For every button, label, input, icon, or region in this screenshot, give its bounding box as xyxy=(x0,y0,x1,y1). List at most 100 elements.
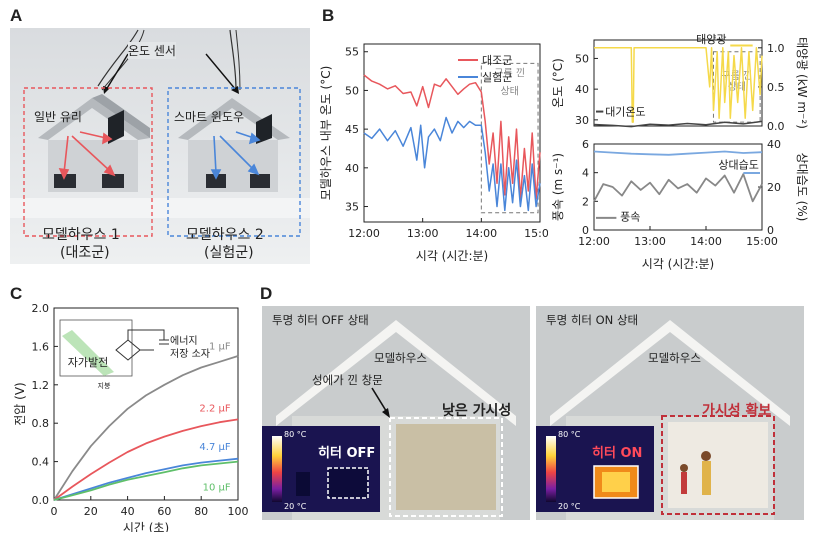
inset-wires xyxy=(127,329,169,351)
air-temp-line xyxy=(593,120,763,128)
panel-label-a: A xyxy=(10,6,23,25)
y2-tick-label: 0.5 xyxy=(767,81,785,94)
y-tick-label: 2 xyxy=(582,195,589,208)
chart-b-left: 35 40 45 50 55 12:00 13:00 14:00 15:00 구름 낀상태 대조군실… xyxy=(319,43,548,263)
heater-on-label: 히터 ON xyxy=(592,446,643,461)
visibility-secured-label: 가시성 확보 xyxy=(702,403,772,419)
y-axis-title: 전압 (V) xyxy=(13,382,27,425)
y-tick-label: 50 xyxy=(575,52,589,65)
frost-label: 성에가 낀 창문 xyxy=(312,373,383,387)
model-house-illustration xyxy=(10,28,310,264)
x-axis-title: 시간 (초) xyxy=(123,521,169,532)
scale-bottom-right: 20 °C xyxy=(558,502,581,511)
sensor-pointer-right xyxy=(205,53,237,91)
house2-name: 모델하우스 2 xyxy=(186,227,264,243)
panel-label-c: C xyxy=(10,284,23,303)
x-axis-title: 시각 (시간:분) xyxy=(642,257,714,271)
y2-tick-label: 0.0 xyxy=(767,120,785,133)
house1-name: 모델하우스 1 xyxy=(42,227,120,243)
series-label-0: 1 μF xyxy=(209,341,231,352)
control-arrows xyxy=(58,131,116,180)
y-axis-title: 모델하우스 내부 온도 (°C) xyxy=(319,66,333,201)
inset-label-roof: 지붕 xyxy=(98,381,111,390)
x-tick-label: 15:00 xyxy=(746,235,778,248)
y2-tick-label: 20 xyxy=(767,181,781,194)
experiment-arrows xyxy=(210,131,261,180)
plot-frame xyxy=(53,307,239,501)
y-tick-label: 0 xyxy=(582,224,589,237)
legend-label: 실험군 xyxy=(482,71,512,84)
x-tick-label: 100 xyxy=(228,505,249,518)
x-tick-label: 14:00 xyxy=(690,235,722,248)
sensor-pointer-left xyxy=(105,53,129,91)
wind-label: 풍속 xyxy=(620,211,640,224)
x-tick-label: 12:00 xyxy=(348,227,380,240)
y-tick-label: 35 xyxy=(345,201,359,214)
air-temp-label: 대기온도 xyxy=(605,106,645,119)
scale-top-right: 80 °C xyxy=(558,430,581,439)
heater-off-title: 투명 히터 OFF 상태 xyxy=(272,313,369,327)
y-tick-label: 55 xyxy=(345,46,359,59)
x-tick-label: 13:00 xyxy=(407,227,439,240)
inset-rectifier xyxy=(115,339,141,361)
house1-sub: (대조군) xyxy=(60,245,110,261)
series-line-1 xyxy=(53,418,239,501)
y-tick-label: 6 xyxy=(582,138,589,151)
series-label-3: 10 μF xyxy=(203,482,231,493)
series-line-0 xyxy=(363,74,541,200)
y2-tick-label: 0 xyxy=(767,224,774,237)
experiment-dashed-box xyxy=(167,87,301,237)
scale-top-left: 80 °C xyxy=(284,430,307,439)
x-tick-label: 40 xyxy=(121,505,135,518)
inset-label-self: 자가발전 xyxy=(68,356,108,369)
x-tick-label: 12:00 xyxy=(578,235,610,248)
y2-tick-label: 1.0 xyxy=(767,42,785,55)
house2-sub: (실험군) xyxy=(204,245,254,261)
y-tick-label: 1.2 xyxy=(32,379,50,392)
bottom-y2-title: 상대습도 (%) xyxy=(795,153,809,222)
legend-label: 대조군 xyxy=(482,54,512,67)
low-visibility-label: 낮은 가시성 xyxy=(442,403,512,419)
y-tick-label: 1.6 xyxy=(32,340,50,353)
house-2 xyxy=(178,98,290,192)
y-tick-label: 40 xyxy=(345,162,359,175)
y2-tick-label: 40 xyxy=(767,138,781,151)
series-line-2 xyxy=(53,457,239,501)
annotation-line1: 구름 낀 xyxy=(494,68,525,80)
smart-window-label: 스마트 윈도우 xyxy=(174,110,245,124)
house-label-right: 모델하우스 xyxy=(648,351,701,365)
panel-label-d: D xyxy=(260,284,273,303)
x-tick-label: 15:00 xyxy=(524,227,548,240)
y-tick-label: 50 xyxy=(345,84,359,97)
inset-roof-glass xyxy=(62,330,114,376)
control-dashed-box xyxy=(23,87,153,237)
series-label-2: 4.7 μF xyxy=(199,442,230,453)
humidity-line xyxy=(593,150,763,156)
top-y-title: 온도 (°C) xyxy=(551,58,565,108)
series-line-0 xyxy=(53,355,239,501)
house-label-left: 모델하우스 xyxy=(374,351,427,365)
chart-c: 0.0 0.4 0.8 1.2 1.6 2.0 0 20 40 60 80 100 1 μF 2.2 μF… xyxy=(13,302,249,532)
x-tick-label: 80 xyxy=(194,505,208,518)
y-tick-label: 30 xyxy=(575,114,589,127)
heater-off-label: 히터 OFF xyxy=(318,446,376,461)
sunlight-label: 태양광 xyxy=(696,33,726,46)
heater-on-title: 투명 히터 ON 상태 xyxy=(546,313,639,327)
x-tick-label: 0 xyxy=(51,505,58,518)
bottom-y-title: 풍속 (m s⁻¹) xyxy=(551,153,565,221)
y-tick-label: 0.4 xyxy=(32,456,50,469)
scale-bottom-left: 20 °C xyxy=(284,502,307,511)
series-label-1: 2.2 μF xyxy=(199,404,230,415)
frosted-window xyxy=(396,424,496,510)
y-tick-label: 0.8 xyxy=(32,417,50,430)
y-tick-label: 2.0 xyxy=(32,302,50,315)
cloudy-box xyxy=(480,62,539,214)
panel-d-photo-left: 투명 히터 OFF 상태 모델하우스 성에가 낀 창문 낮은 가시성 80 °C… xyxy=(262,306,530,520)
sensor-label: 온도 센서 xyxy=(128,42,176,59)
top-y2-title: 태양광 (kW m⁻²) xyxy=(795,37,809,129)
x-tick-label: 13:00 xyxy=(634,235,666,248)
glass-label: 일반 유리 xyxy=(34,110,82,124)
wind-line xyxy=(593,173,763,203)
x-tick-label: 20 xyxy=(84,505,98,518)
